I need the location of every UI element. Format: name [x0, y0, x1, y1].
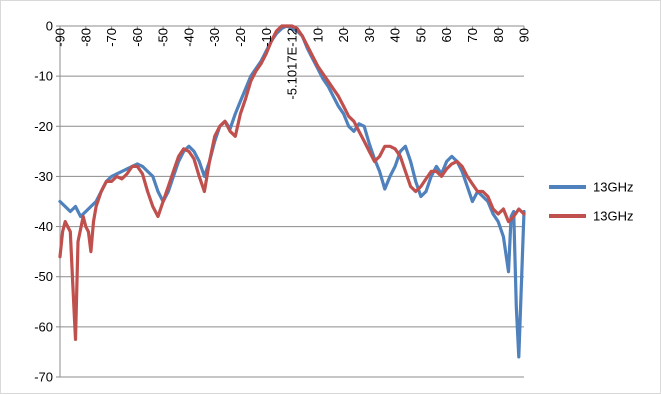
x-tick-label: 80 — [491, 28, 506, 42]
x-tick-label: 70 — [465, 28, 480, 42]
y-tick-label: -60 — [34, 319, 53, 334]
x-tick-label: -30 — [207, 28, 222, 47]
x-tick-label: -10 — [259, 28, 274, 47]
series-group — [58, 24, 526, 359]
x-tick-label: -50 — [156, 28, 171, 47]
y-tick-label: -50 — [34, 269, 53, 284]
x-tick-label: -80 — [78, 28, 93, 47]
x-tick-label: 60 — [439, 28, 454, 42]
gridlines — [60, 25, 524, 378]
x-tick-label: 30 — [362, 28, 377, 42]
x-tick-labels: -90 -80 -70 -60 -50 -40 -30 -20 -10 -5.1017E-12 10… — [53, 28, 532, 100]
x-tick-label: -70 — [104, 28, 119, 47]
y-tick-labels: 0 -10 -20 -30 -40 -50 -60 -70 — [34, 19, 53, 385]
y-tick-label: -20 — [34, 119, 53, 134]
x-tick-label: 50 — [413, 28, 428, 42]
x-tick-label: -60 — [130, 28, 145, 47]
legend-label-2: 13GHz — [593, 209, 633, 224]
series-line-2 — [58, 24, 526, 341]
x-tick-label: 20 — [336, 28, 351, 42]
y-tick-label: -30 — [34, 169, 53, 184]
x-tick-label: -5.1017E-12 — [285, 28, 300, 100]
x-tick-label: -20 — [233, 28, 248, 47]
y-tick-label: 0 — [46, 19, 53, 34]
x-tick-label: 90 — [517, 28, 532, 42]
y-tick-label: -10 — [34, 69, 53, 84]
y-tick-label: -40 — [34, 219, 53, 234]
x-tick-label: 40 — [388, 28, 403, 42]
x-tick-label: -40 — [181, 28, 196, 47]
legend: 13GHz 13GHz — [549, 180, 633, 224]
y-tick-label: -70 — [34, 370, 53, 385]
x-tick-label: -90 — [53, 28, 68, 47]
x-tick-label: 10 — [310, 28, 325, 42]
legend-label-1: 13GHz — [593, 180, 633, 195]
